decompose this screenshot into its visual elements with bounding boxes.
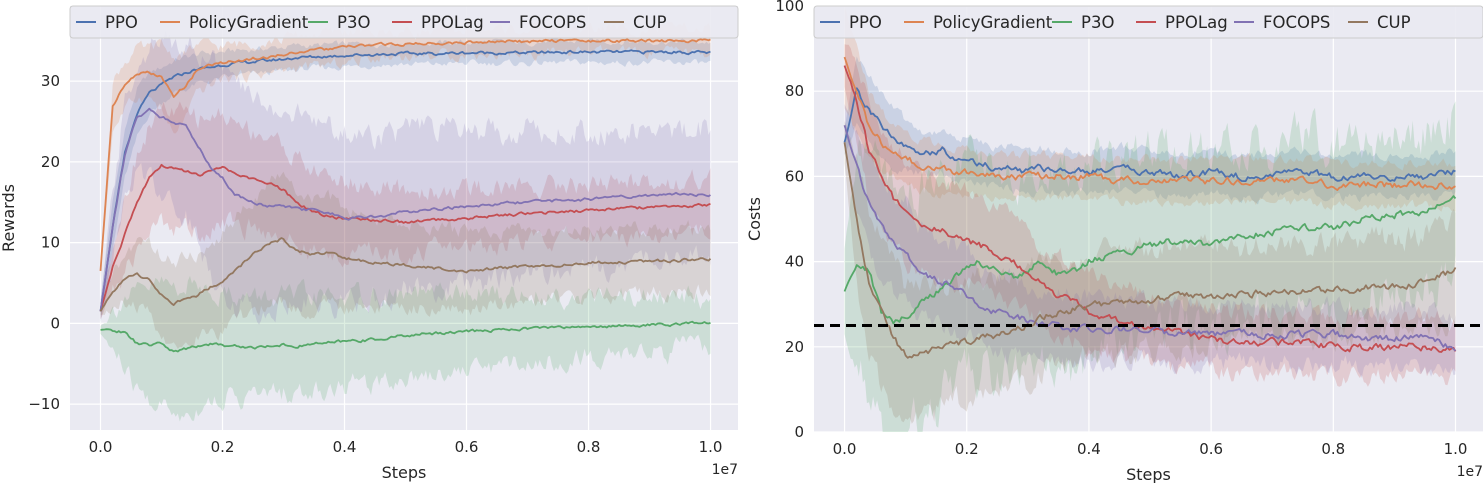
line-cup <box>99 237 712 312</box>
band-policygradient <box>100 21 711 280</box>
legend-label-focops: FOCOPS <box>519 13 586 32</box>
x-axis-label: Steps <box>1126 465 1171 483</box>
x-tick-label: 0.0 <box>833 440 857 458</box>
line-cup <box>843 142 1457 359</box>
x-tick-label: 0.8 <box>1321 440 1345 458</box>
band-ppo <box>844 56 1456 205</box>
plot-background <box>70 6 738 430</box>
x-offset-label: 1e7 <box>1457 464 1483 480</box>
x-tick-label: 1.0 <box>699 438 723 456</box>
band-p3o <box>100 275 711 422</box>
series-layer <box>99 21 712 422</box>
legend-label-policygradient: PolicyGradient <box>933 13 1053 32</box>
legend-label-ppolag: PPOLag <box>421 13 484 32</box>
x-offset-label: 1e7 <box>712 462 738 478</box>
y-tick-label: 0 <box>50 314 60 332</box>
legend-label-p3o: P3O <box>1081 13 1114 32</box>
band-ppolag <box>844 44 1456 387</box>
y-tick-label: 40 <box>785 253 804 271</box>
line-p3o <box>843 195 1457 325</box>
x-tick-label: 0.4 <box>1077 440 1101 458</box>
band-p3o <box>844 101 1456 432</box>
band-cup <box>844 121 1456 424</box>
y-tick-label: 10 <box>41 234 60 252</box>
band-focops <box>100 30 711 325</box>
line-focops <box>99 107 711 312</box>
legend-label-cup: CUP <box>633 13 667 32</box>
y-tick-label: 20 <box>41 153 60 171</box>
y-tick-label: 80 <box>785 82 804 100</box>
x-tick-label: 0.6 <box>455 438 479 456</box>
line-ppolag <box>99 163 711 312</box>
legend-label-focops: FOCOPS <box>1263 13 1330 32</box>
legend-label-ppo: PPO <box>849 13 882 32</box>
line-p3o <box>100 320 711 353</box>
x-axis-label: Steps <box>382 463 427 482</box>
line-policygradient <box>843 56 1456 191</box>
x-tick-label: 1.0 <box>1444 440 1468 458</box>
x-tick-label: 0.2 <box>955 440 979 458</box>
y-tick-label: 0 <box>794 423 804 441</box>
band-policygradient <box>844 6 1456 212</box>
legend: PPO PolicyGradient P3O PPOLag FOCOPS CUP <box>813 5 1483 39</box>
y-tick-label: 20 <box>785 338 804 356</box>
legend-label-ppolag: PPOLag <box>1165 13 1228 32</box>
rewards-plot: 0.0 0.2 0.4 0.6 0.8 1.0 −10 0 10 20 30 Steps Rewards… <box>0 5 739 482</box>
plot-background <box>814 6 1483 432</box>
x-tick-label: 0.6 <box>1199 440 1223 458</box>
legend-label-policygradient: PolicyGradient <box>189 13 309 32</box>
costs-plot: 0.0 0.2 0.4 0.6 0.8 1.0 0 20 40 60 80 100 Steps Costs… <box>745 0 1483 483</box>
y-axis-label: Rewards <box>0 184 18 252</box>
y-tick-label: 100 <box>775 0 804 15</box>
legend-label-ppo: PPO <box>105 13 138 32</box>
y-tick-label: −10 <box>28 395 60 413</box>
x-tick-label: 0.8 <box>577 438 601 456</box>
x-tick-label: 0.4 <box>333 438 357 456</box>
legend-label-cup: CUP <box>1377 13 1411 32</box>
band-cup <box>100 171 711 349</box>
line-policygradient <box>99 38 711 271</box>
y-tick-label: 60 <box>785 167 804 185</box>
line-ppo <box>843 87 1456 182</box>
line-focops <box>843 125 1457 352</box>
y-tick-label: 30 <box>41 72 60 90</box>
x-tick-label: 0.2 <box>211 438 235 456</box>
y-axis-label: Costs <box>745 197 764 241</box>
line-ppolag <box>843 65 1457 353</box>
x-tick-label: 0.0 <box>89 438 113 456</box>
legend-label-p3o: P3O <box>337 13 370 32</box>
series-layer <box>843 6 1457 432</box>
legend: PPO PolicyGradient P3O PPOLag FOCOPS CUP <box>69 5 739 39</box>
